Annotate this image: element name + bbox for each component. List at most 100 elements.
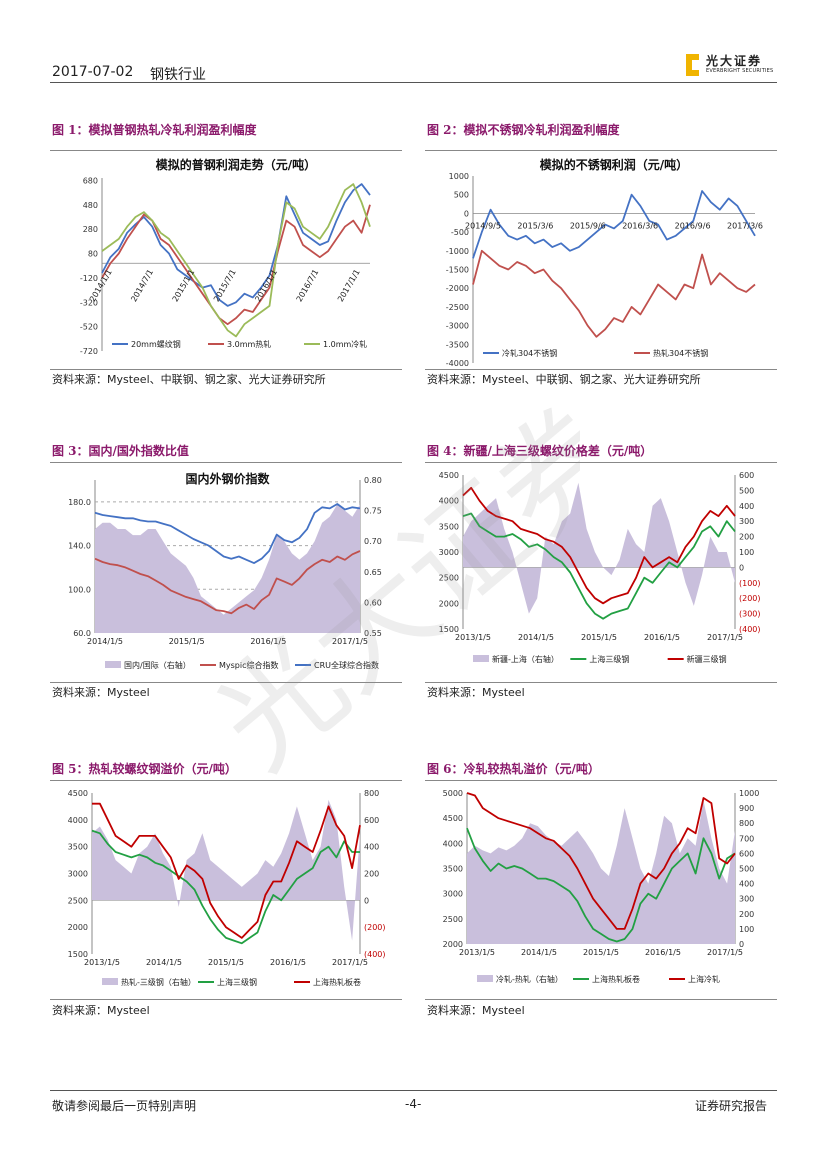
y-tick-label-left: 2000 [68,923,88,932]
x-tick-label: 2013/1/5 [455,633,491,642]
x-tick-label: 2013/1/5 [459,948,495,957]
legend-label: 国内/国际（右轴） [124,660,191,670]
x-tick-label: 2017/3/6 [727,221,763,230]
x-tick-label: 2016/7/1 [295,268,321,304]
legend-label: 20mm螺纹钢 [131,339,181,349]
x-tick-label: 2014/1/5 [521,948,557,957]
figure-2-source: 资料来源：Mysteel、中联钢、钢之家、光大证券研究所 [427,373,701,386]
y-tick-label-left: 1500 [439,625,459,634]
figure-4-title: 图 4：新疆/上海三级螺纹价格差（元/吨） [427,444,653,458]
y-tick-label-right: 400 [739,880,754,889]
y-tick-label-right: 0.75 [364,507,382,516]
x-tick-label: 2013/1/5 [84,958,120,967]
x-tick-label: 2015/3/6 [517,221,553,230]
report-date: 2017-07-02 [52,64,134,80]
figure-2-chart: 1000 500 0 -500 -1000 -1500 -2000 -2500 -3000 -35… [446,157,763,368]
footer-report-type: 证券研究报告 [695,1099,768,1113]
y-tick-label-left: 680 [83,176,98,185]
y-tick-label-left: 4500 [439,471,459,480]
chart-title: 模拟的普钢利润走势（元/吨） [156,157,316,172]
series-line-新疆三级钢 [462,486,736,605]
x-tick-label: 2016/1/5 [645,948,681,957]
y-tick-label-right: 200 [364,870,379,879]
series-area-热轧-三级钢（右轴） [92,799,360,941]
figure-5-frame: 4500 4000 3500 3000 2500 2000 1500 800 600 400 200… [50,780,402,1000]
series-line-3.0mm热轧 [101,204,371,326]
y-tick-label-left: 3000 [443,890,463,899]
figure-5-source: 资料来源：Mysteel [52,1004,150,1017]
y-tick-label-left: -4000 [446,359,469,368]
y-tick-label-left: 280 [83,225,98,234]
y-tick-label-left: -1000 [446,247,469,256]
y-tick-label-right: (400) [739,625,761,634]
legend-label: 上海三级钢 [589,654,629,664]
x-tick-label: 2014/1/5 [146,958,182,967]
legend-label: 新疆-上海（右轴） [492,654,559,664]
series-line-CRU全球综合指数 [94,503,361,564]
y-tick-label-left: 4000 [68,816,88,825]
y-tick-label-right: 300 [739,895,754,904]
x-tick-label: 2016/1/5 [644,633,680,642]
series-line-上海三级钢 [462,512,736,620]
legend-label: 热轧-三级钢（右轴） [121,977,196,987]
y-tick-label-right: 100 [739,548,754,557]
y-tick-label-left: 80 [88,250,98,259]
series-area-新疆-上海（右轴） [463,482,735,614]
footer-disclaimer: 敬请参阅最后一页特别声明 [52,1099,197,1113]
x-tick-label: 2015/1/5 [581,633,617,642]
y-tick-label-right: (300) [739,610,761,619]
x-tick-label: 2014/1/5 [518,633,554,642]
series-line-上海冷轧 [466,792,736,930]
x-tick-label: 2016/3/6 [622,221,658,230]
legend-label: CRU全球综合指数 [314,660,379,670]
legend-label: 新疆三级钢 [687,654,727,664]
legend-label: 冷轧304不锈钢 [502,348,557,358]
header-rule [50,82,777,83]
y-tick-label-left: 4500 [443,814,463,823]
x-tick-label: 2016/1/5 [250,637,286,646]
legend-label: 上海热轧板卷 [313,977,361,987]
y-tick-label-right: 700 [739,834,754,843]
figure-6-source: 资料来源：Mysteel [427,1004,525,1017]
y-tick-label-right: 800 [739,819,754,828]
y-tick-label-right: 100 [739,925,754,934]
series-area-国内/国际（右轴） [95,504,360,633]
x-tick-label: 2014/1/5 [87,637,123,646]
figure-4-chart: 4500400035003000250020001500600500400300… [439,471,761,664]
x-tick-label: 2016/1/5 [270,958,306,967]
brand-logo: 光大证券 EVERBRIGHT SECURITIES [684,52,779,80]
y-tick-label-left: 3500 [439,522,459,531]
figure-3-source: 资料来源：Mysteel [52,686,150,699]
y-tick-label-left: 5000 [443,789,463,798]
y-tick-label-left: 500 [454,191,469,200]
logo-text-en: EVERBRIGHT SECURITIES [706,68,774,74]
figure-3-frame: 180.0 140.0 100.0 60.0 0.80 0.75 0.70 0.65 0.60 0… [50,462,402,683]
y-tick-label-right: (200) [364,923,386,932]
y-tick-label-left: 2500 [68,896,88,905]
series-line-上海热轧板卷 [466,827,736,943]
y-tick-label-left: -520 [80,323,98,332]
x-tick-label: 2015/1/5 [169,637,205,646]
y-tick-label-left: 3500 [68,843,88,852]
legend-label: 1.0mm冷轧 [323,339,367,349]
legend-swatch [473,655,489,662]
y-tick-label-right: 300 [739,517,754,526]
x-tick-label: 2016/9/6 [675,221,711,230]
y-tick-label-right: 500 [739,865,754,874]
x-tick-label: 2015/1/5 [208,958,244,967]
y-tick-label-right: (100) [739,579,761,588]
y-tick-label-right: 0.65 [364,568,382,577]
y-tick-label-left: 3000 [439,548,459,557]
y-tick-label-right: (400) [364,950,386,959]
y-tick-label-left: 100.0 [68,585,91,594]
figure-6-title: 图 6：冷轧较热轧溢价（元/吨） [427,762,600,776]
series-line-20mm螺纹钢 [101,183,371,307]
figure-6-frame: 5000 4500 4000 3500 3000 2500 2000 1000 900 800 70… [425,780,777,1000]
y-tick-label-right: 500 [739,486,754,495]
y-tick-label-left: 0 [464,209,469,218]
y-tick-label-right: 0 [739,563,744,572]
figure-1-chart: 680 480 280 80 -120 -320 -520 -720 模拟的普钢利润走势（元/吨… [80,157,371,356]
figure-2-title: 图 2：模拟不锈钢冷轧利润盈利幅度 [427,123,620,137]
y-tick-label-left: 3000 [68,870,88,879]
y-tick-label-right: 0.80 [364,476,382,485]
